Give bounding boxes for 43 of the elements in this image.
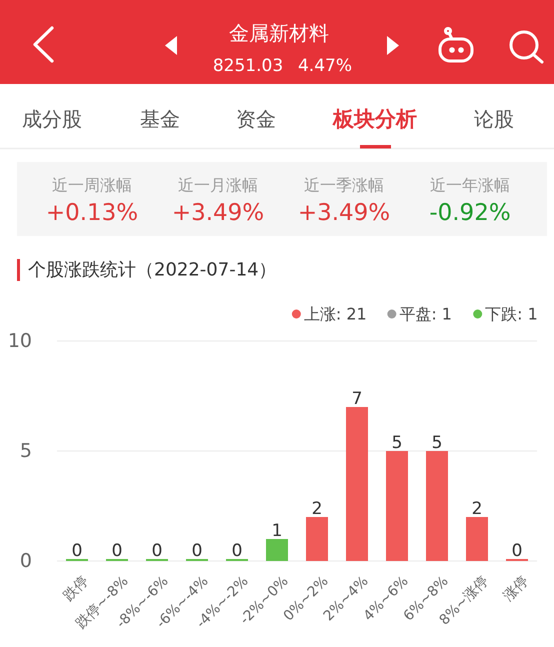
text: 8251.03: [212, 56, 284, 76]
data-label: 0: [72, 541, 82, 561]
text: 4.47%: [298, 56, 352, 76]
bar: [306, 517, 328, 561]
data-label: 2: [312, 499, 322, 519]
x-tick-label: 跌停: [60, 573, 92, 604]
text: 基金: [140, 107, 180, 131]
data-label: 0: [112, 541, 122, 561]
data-label: 2: [472, 499, 482, 519]
text: 板块分析: [332, 107, 417, 131]
text: 论股: [474, 107, 514, 131]
text: +3.49%: [172, 200, 264, 226]
chart-title: 个股涨跌统计（2022-07-14）: [28, 260, 277, 280]
legend-label: 上涨: 21: [304, 304, 367, 324]
data-label: 7: [352, 389, 362, 409]
data-label: 0: [192, 541, 202, 561]
x-tick-label: 涨停: [500, 573, 532, 604]
data-label: 1: [272, 521, 282, 541]
data-label: 5: [432, 433, 442, 453]
bar: [266, 539, 288, 561]
text: 近一周涨幅: [52, 176, 132, 194]
y-tick-label: 5: [20, 440, 32, 462]
text: 近一月涨幅: [178, 176, 258, 194]
text: 资金: [236, 107, 276, 131]
y-tick-label: 0: [20, 550, 32, 572]
text: -0.92%: [429, 200, 511, 226]
data-label: 0: [232, 541, 242, 561]
text: 近一季涨幅: [304, 176, 384, 194]
data-label: 0: [512, 541, 522, 561]
text: 金属新材料: [229, 21, 329, 45]
legend-label: 下跌: 1: [485, 304, 538, 324]
legend-label: 平盘: 1: [399, 304, 452, 324]
data-label: 5: [392, 433, 402, 453]
bar: [466, 517, 488, 561]
text: +3.49%: [298, 200, 390, 226]
y-tick-label: 10: [8, 330, 32, 352]
text: 近一年涨幅: [430, 176, 510, 194]
data-label: 0: [152, 541, 162, 561]
bar: [386, 451, 408, 561]
text: +0.13%: [46, 200, 138, 226]
text: 成分股: [22, 107, 82, 131]
bar: [346, 407, 368, 561]
bar: [426, 451, 448, 561]
